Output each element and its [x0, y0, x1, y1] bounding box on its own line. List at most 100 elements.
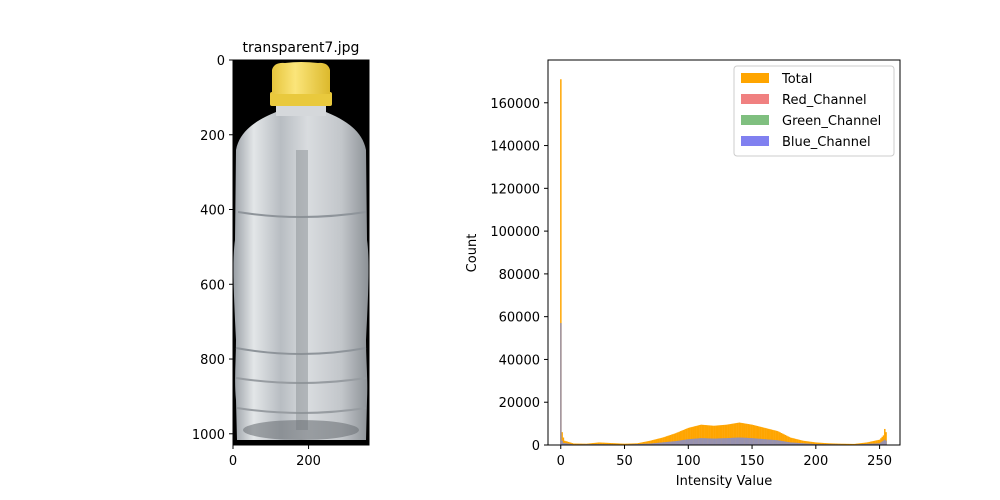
legend-label-green: Green_Channel — [782, 114, 881, 129]
histogram-x-tick-label: 100 — [676, 454, 701, 469]
legend-swatch-blue — [741, 136, 769, 146]
histogram-x-tick-label: 250 — [867, 454, 892, 469]
histogram-bin — [566, 443, 568, 445]
histogram-bin — [862, 442, 864, 445]
histogram-bin — [657, 442, 659, 445]
histogram-y-tick-label: 100000 — [490, 225, 540, 240]
histogram-bin — [755, 438, 757, 445]
histogram-bin — [663, 442, 665, 445]
bottle-base — [243, 420, 359, 440]
histogram-bin — [782, 441, 784, 445]
histogram-bin — [724, 438, 727, 445]
histogram-bin — [657, 438, 659, 445]
histogram-bin — [617, 443, 619, 445]
histogram-bin — [706, 438, 709, 445]
cap-ring — [270, 92, 332, 106]
histogram-bin — [755, 425, 757, 445]
histogram-y-tick-label: 160000 — [490, 97, 540, 112]
histogram-bin — [872, 443, 875, 445]
histogram-bin — [563, 440, 566, 445]
histogram-bin — [738, 422, 741, 445]
histogram-bin — [595, 442, 598, 445]
histogram-bin — [716, 438, 719, 445]
histogram-bin — [775, 440, 778, 445]
histogram-bin — [697, 438, 700, 445]
histogram-bin — [878, 443, 881, 445]
histogram-bin — [614, 443, 617, 445]
histogram-bin — [680, 431, 682, 445]
histogram-bin — [691, 438, 693, 445]
histogram-bin — [836, 443, 839, 445]
histogram-bin — [588, 443, 590, 445]
histogram-bin — [819, 442, 821, 445]
image-x-tick-label: 200 — [296, 454, 321, 469]
histogram-bin — [674, 441, 677, 445]
histogram-bin — [671, 441, 673, 445]
histogram-bin — [848, 443, 850, 445]
histogram-bin — [750, 438, 752, 445]
histogram-bin — [759, 438, 761, 445]
histogram-bin — [566, 441, 568, 445]
histogram-bin — [825, 443, 827, 445]
histogram-bin — [641, 442, 644, 445]
histogram-bin — [764, 427, 766, 445]
histogram-x-tick-label: 200 — [803, 454, 828, 469]
histogram-bin — [884, 428, 886, 445]
histogram-bin — [864, 442, 867, 445]
histogram-bin — [649, 440, 651, 445]
histogram-bin — [620, 443, 622, 445]
histogram-bin — [792, 442, 794, 445]
histogram-bin — [771, 439, 774, 445]
histogram-bin — [660, 437, 663, 445]
histogram-bin — [868, 441, 871, 445]
histogram-bin — [725, 424, 728, 445]
histogram-bin — [761, 427, 764, 445]
histogram-bin — [812, 443, 815, 445]
histogram-bin — [676, 440, 678, 445]
histogram-bin — [569, 442, 571, 445]
histogram-bin — [802, 440, 804, 445]
histogram-bin — [796, 439, 798, 445]
histogram-bin — [694, 438, 696, 445]
histogram-bin — [662, 442, 664, 445]
histogram-bin — [677, 440, 679, 445]
histogram-bin — [628, 443, 631, 445]
histogram-bin — [704, 425, 706, 445]
histogram-bin — [653, 443, 655, 445]
histogram-bin — [858, 443, 861, 445]
histogram-bin — [715, 425, 718, 445]
histogram-bin — [841, 443, 844, 445]
histogram-bin — [864, 443, 867, 445]
histogram-bin — [715, 438, 718, 445]
legend-label-blue: Blue_Channel — [782, 135, 871, 150]
histogram-bin — [747, 437, 750, 445]
histogram-bin — [561, 440, 563, 445]
histogram-bin — [714, 438, 716, 445]
histogram-bin — [765, 439, 767, 445]
histogram-bin — [739, 422, 742, 445]
histogram-bin — [771, 429, 774, 445]
histogram-bin — [736, 437, 738, 445]
histogram-bin — [565, 443, 567, 445]
histogram-bin — [632, 443, 635, 445]
histogram-bin — [659, 438, 662, 445]
histogram-bin — [667, 441, 669, 445]
image-x-ticks: 0 200 — [229, 445, 321, 469]
histogram-bin — [884, 439, 886, 445]
histogram-bin — [833, 443, 835, 445]
histogram-bin — [872, 441, 875, 445]
histogram-bin — [599, 442, 602, 445]
histogram-bin — [697, 425, 700, 445]
histogram-bin — [685, 439, 687, 445]
histogram-bin — [655, 439, 658, 445]
histogram-bin — [639, 443, 641, 445]
histogram-bin — [667, 435, 669, 445]
histogram-bin — [665, 442, 668, 445]
histogram-bin — [691, 426, 693, 445]
histogram-bin — [621, 443, 623, 445]
histogram-bin — [678, 431, 681, 445]
histogram-bin — [793, 442, 795, 445]
histogram-bin — [843, 443, 845, 445]
histogram-bin — [686, 439, 688, 445]
